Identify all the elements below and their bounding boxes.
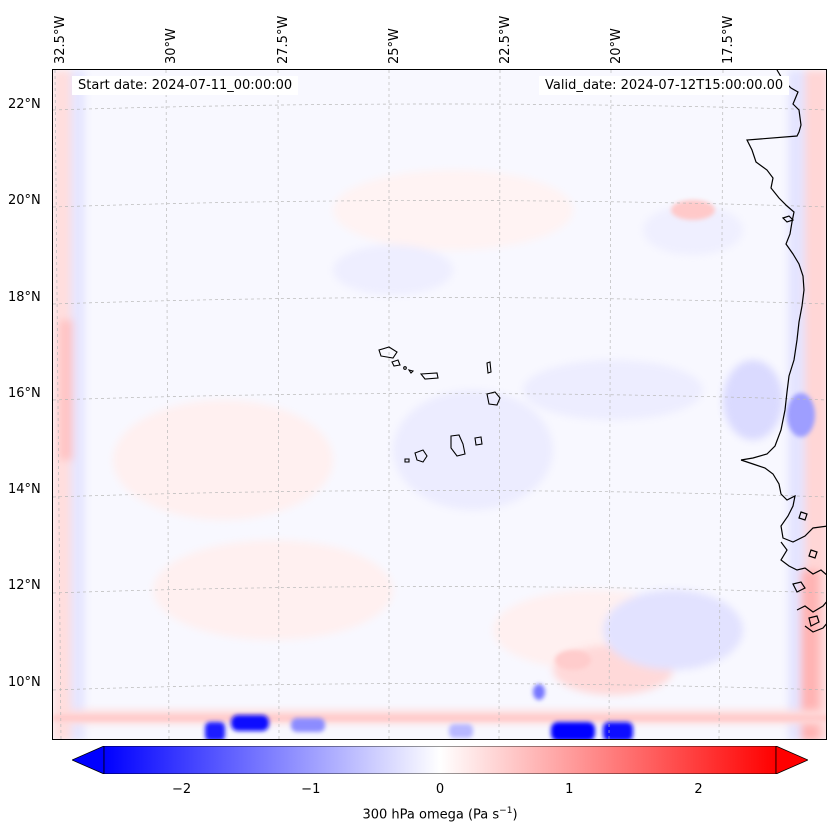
- lon-label-27-5w: 27.5°W: [276, 15, 291, 64]
- colorbar-tick-label: −2: [171, 782, 192, 797]
- gridline-30w: [165, 70, 170, 739]
- pink-patch-2: [153, 540, 393, 640]
- blue-blob-4: [551, 722, 595, 739]
- lon-label-22-5w: 22.5°W: [498, 15, 513, 64]
- island-sao-vicente: [391, 359, 401, 367]
- lat-label-22n: 22°N: [8, 97, 41, 112]
- strong-features: [53, 200, 826, 721]
- colorbar-gradient: [103, 746, 777, 774]
- lat-label-20n: 20°N: [8, 193, 41, 208]
- island-sal: [486, 361, 492, 374]
- island-raso: [407, 369, 415, 374]
- colorbar-tick-label: 1: [565, 782, 574, 797]
- island-santo-antao: [378, 346, 398, 359]
- lon-label-30w: 30°W: [164, 28, 179, 64]
- blue-blob-6: [449, 724, 473, 738]
- valid-date-label: Valid_date: 2024-07-12T15:00:00.00: [539, 76, 790, 95]
- pink-patch-1: [113, 400, 333, 520]
- blue-patch-1: [393, 390, 553, 510]
- gridline-12n: [53, 586, 826, 594]
- island-boa-vista: [486, 391, 501, 406]
- red-core-north: [671, 200, 715, 220]
- coast-islet-3: [792, 581, 806, 593]
- gridline-10n: [53, 683, 826, 691]
- lat-label-10n: 10°N: [8, 675, 41, 690]
- coastlines: [740, 70, 826, 633]
- island-brava: [404, 458, 410, 463]
- blue-patch-2: [523, 360, 703, 420]
- lat-label-12n: 12°N: [8, 578, 41, 593]
- colorbar-extend-high: [775, 746, 808, 774]
- bottom-blue-blobs: [205, 715, 633, 739]
- gridline-27-5w: [277, 70, 280, 739]
- left-boundary-strong: [59, 320, 73, 460]
- left-boundary-blue: [71, 70, 85, 739]
- blue-core-coast: [787, 393, 815, 437]
- map-canvas: [53, 70, 826, 739]
- lon-label-17-5w: 17.5°W: [721, 15, 736, 64]
- coast-islet-4: [808, 615, 820, 627]
- blue-blob-3: [291, 718, 325, 732]
- graticule: [53, 70, 826, 739]
- blue-blob-5: [603, 722, 633, 739]
- island-santa-luzia: [403, 366, 407, 370]
- gridline-20w: [608, 70, 612, 739]
- colorbar-tick-label: −1: [301, 782, 321, 797]
- coastline-west-africa: [740, 70, 805, 461]
- colorbar-title-text: 300 hPa omega (Pa s: [362, 807, 500, 823]
- red-core-south: [555, 650, 591, 670]
- lat-label-16n: 16°N: [8, 386, 41, 401]
- lon-label-32-5w: 32.5°W: [53, 15, 68, 64]
- bottom-red-line: [53, 715, 826, 721]
- gridline-22-5w: [498, 70, 501, 739]
- coastline-guinea-bissau: [780, 541, 826, 576]
- coastline-sierra-leone: [804, 623, 826, 633]
- cape-verde-islands: [378, 346, 501, 463]
- lon-label-25w: 25°W: [387, 28, 402, 64]
- blue-spot-small: [533, 684, 545, 700]
- blue-blob-1: [205, 722, 225, 739]
- gridline-22n: [53, 103, 826, 111]
- colorbar-title-close: ): [512, 807, 518, 823]
- colorbar-tick-label: 0: [435, 782, 445, 797]
- gridline-18n: [53, 297, 826, 305]
- colorbar: [72, 746, 808, 774]
- coastline-gambia-senegal: [740, 459, 826, 543]
- right-boundary-strong: [801, 570, 819, 739]
- island-santiago: [450, 434, 466, 457]
- lat-label-14n: 14°N: [8, 482, 41, 497]
- island-sao-nicolau: [419, 372, 439, 380]
- island-maio: [474, 436, 483, 446]
- lon-label-20w: 20°W: [609, 28, 624, 64]
- colorbar-title: 300 hPa omega (Pa s−1): [0, 806, 837, 822]
- colorbar-tick-label: 2: [694, 782, 703, 797]
- gridline-32-5w: [54, 70, 62, 739]
- pink-patch-4: [333, 170, 573, 250]
- coast-islet-2: [808, 549, 818, 559]
- gridline-17-5w: [718, 70, 724, 739]
- gridline-20n: [53, 200, 826, 208]
- omega-map: [52, 69, 827, 740]
- colorbar-extend-low: [72, 746, 105, 774]
- blue-patch-3: [603, 590, 743, 670]
- coast-islet-north: [781, 215, 795, 223]
- blue-patch-6: [643, 205, 743, 255]
- coast-islet-1: [798, 511, 808, 521]
- blue-patch-4: [333, 245, 453, 295]
- island-fogo: [414, 449, 428, 463]
- blue-blob-2: [231, 715, 269, 731]
- field-patches: [53, 70, 826, 739]
- blue-patch-5: [723, 360, 783, 440]
- lat-label-18n: 18°N: [8, 290, 41, 305]
- gridline-16n: [53, 393, 826, 401]
- start-date-label: Start date: 2024-07-11_00:00:00: [72, 76, 299, 95]
- gridline-14n: [53, 490, 826, 498]
- coastline-guinea: [796, 601, 826, 613]
- colorbar-title-exponent: −1: [499, 806, 513, 816]
